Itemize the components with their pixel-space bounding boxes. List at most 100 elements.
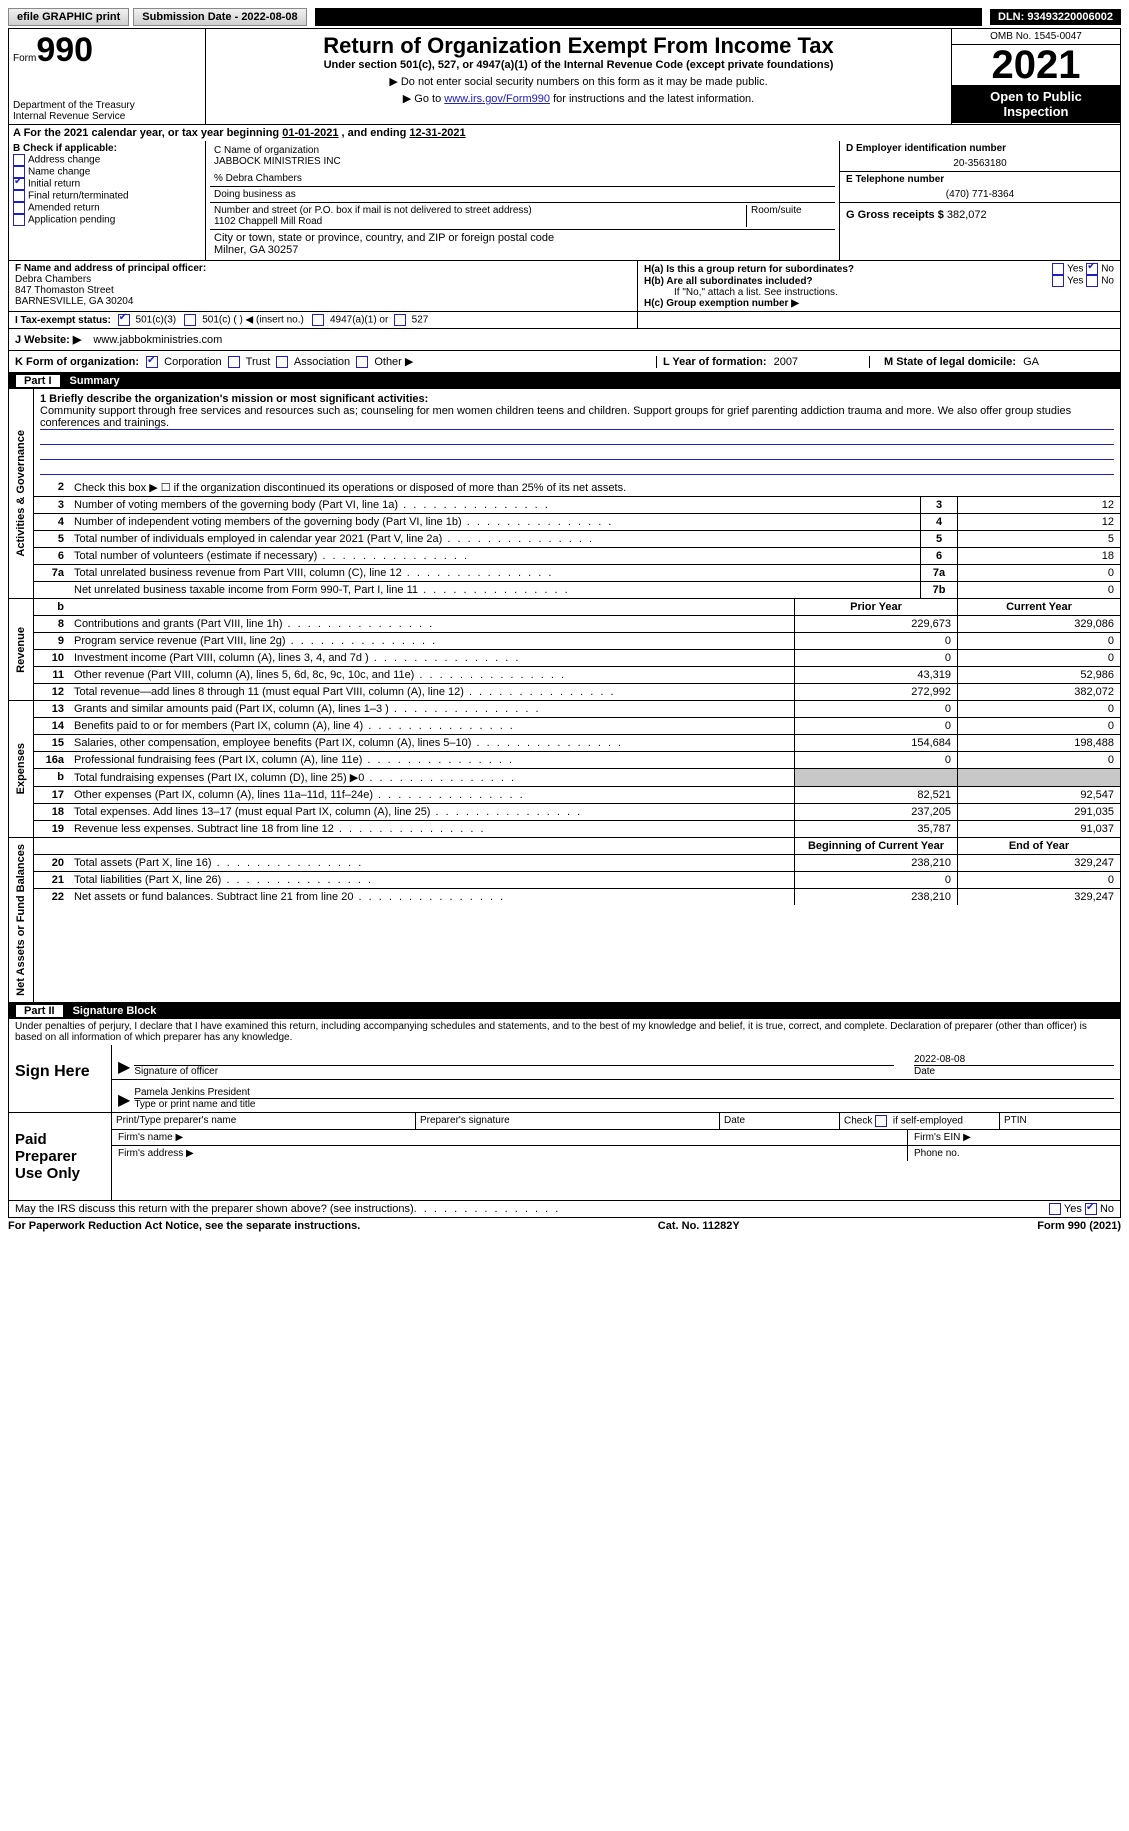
sign-here-block: Sign Here ▶ Signature of officer 2022-08… <box>8 1045 1121 1113</box>
sig-date-label: Date <box>914 1066 1114 1077</box>
mission-block: 1 Briefly describe the organization's mi… <box>34 389 1120 479</box>
ein-cell: D Employer identification number 20-3563… <box>840 141 1120 172</box>
row-5: 5 Total number of individuals employed i… <box>34 531 1120 548</box>
firm-phone-label: Phone no. <box>908 1146 1120 1161</box>
lbl-501c: 501(c) ( ) ◀ (insert no.) <box>202 315 304 326</box>
part2-header: Part II Signature Block <box>8 1003 1121 1019</box>
preparer-label: Paid Preparer Use Only <box>9 1113 111 1200</box>
street-val: 1102 Chappell Mill Road <box>214 216 742 227</box>
discuss-yes-lbl: Yes <box>1064 1203 1082 1215</box>
f-label: F Name and address of principal officer: <box>15 263 631 274</box>
preparer-grid: Print/Type preparer's name Preparer's si… <box>112 1113 1120 1130</box>
ha-no[interactable] <box>1086 263 1098 275</box>
hb-no[interactable] <box>1086 275 1098 287</box>
firm-addr-row: Firm's address ▶ Phone no. <box>112 1146 1120 1161</box>
discuss-no[interactable] <box>1085 1203 1097 1215</box>
street-row: Number and street (or P.O. box if mail i… <box>210 203 835 230</box>
net-header-row: Beginning of Current Year End of Year <box>34 838 1120 855</box>
org-name-cell: C Name of organization JABBOCK MINISTRIE… <box>210 143 835 187</box>
part2-title: Signature Block <box>73 1005 157 1017</box>
hb-note: If "No," attach a list. See instructions… <box>644 287 1114 298</box>
efile-button[interactable]: efile GRAPHIC print <box>8 8 129 26</box>
submission-date: Submission Date - 2022-08-08 <box>133 8 306 26</box>
gross-cell: G Gross receipts $ 382,072 <box>840 203 1120 227</box>
chk-selfemp[interactable] <box>875 1115 887 1127</box>
firm-addr-label: Firm's address ▶ <box>112 1146 908 1161</box>
chk-other[interactable] <box>356 356 368 368</box>
firm-name-label: Firm's name ▶ <box>112 1130 908 1145</box>
l-label: L Year of formation: <box>663 356 767 368</box>
part1-num: Part I <box>16 375 60 387</box>
chk-initial[interactable] <box>13 178 25 190</box>
chk-527[interactable] <box>394 314 406 326</box>
q2-row: 2 Check this box ▶ ☐ if the organization… <box>34 479 1120 497</box>
city-label: City or town, state or province, country… <box>214 232 831 244</box>
section-b: B Check if applicable: Address change Na… <box>9 141 206 260</box>
row-12: 12 Total revenue—add lines 8 through 11 … <box>34 684 1120 700</box>
chk-501c[interactable] <box>184 314 196 326</box>
dba-cell: Doing business as <box>210 187 835 203</box>
lbl-amended: Amended return <box>28 203 100 214</box>
chk-final[interactable] <box>13 190 25 202</box>
phone-val: (470) 771-8364 <box>846 189 1114 200</box>
lbl-corp: Corporation <box>164 356 221 368</box>
org-name: JABBOCK MINISTRIES INC <box>214 156 831 167</box>
revenue-block: Revenue b Prior Year Current Year 8 Cont… <box>8 599 1121 701</box>
vlabel-exp: Expenses <box>9 701 34 837</box>
lbl-address: Address change <box>28 155 100 166</box>
chk-corp[interactable] <box>146 356 158 368</box>
section-m: M State of legal domicile: GA <box>878 356 1114 368</box>
lbl-4947: 4947(a)(1) or <box>330 315 388 326</box>
g-label: G Gross receipts $ <box>846 209 944 221</box>
chk-4947[interactable] <box>312 314 324 326</box>
irs-link[interactable]: www.irs.gov/Form990 <box>444 93 550 105</box>
lbl-other: Other ▶ <box>374 356 413 368</box>
mission-line1 <box>40 430 1114 445</box>
lbl-527: 527 <box>412 315 429 326</box>
hb-yes[interactable] <box>1052 275 1064 287</box>
hb-label: H(b) Are all subordinates included? <box>644 276 813 287</box>
row-14: 14 Benefits paid to or for members (Part… <box>34 718 1120 735</box>
mission-text: Community support through free services … <box>40 405 1114 430</box>
mission-line3 <box>40 460 1114 475</box>
form-id-box: Form990 Department of the Treasury Inter… <box>9 29 206 124</box>
vlabel-net: Net Assets or Fund Balances <box>9 838 34 1002</box>
hc-continued <box>638 312 1120 328</box>
chk-assoc[interactable] <box>276 356 288 368</box>
prep-ptin-hdr: PTIN <box>1000 1113 1120 1130</box>
section-l: L Year of formation: 2007 <box>656 356 870 368</box>
e-label: E Telephone number <box>846 174 1114 185</box>
end-year-hdr: End of Year <box>957 838 1120 854</box>
firm-name-row: Firm's name ▶ Firm's EIN ▶ <box>112 1130 1120 1146</box>
row-11: 11 Other revenue (Part VIII, column (A),… <box>34 667 1120 684</box>
section-deg: D Employer identification number 20-3563… <box>839 141 1120 260</box>
chk-501c3[interactable] <box>118 314 130 326</box>
fh-row: F Name and address of principal officer:… <box>8 261 1121 312</box>
netassets-block: Net Assets or Fund Balances Beginning of… <box>8 838 1121 1003</box>
klm-row: K Form of organization: Corporation Trus… <box>8 351 1121 373</box>
chk-address[interactable] <box>13 154 25 166</box>
k-label: K Form of organization: <box>15 356 139 368</box>
officer-city: BARNESVILLE, GA 30204 <box>15 296 631 307</box>
m-label: M State of legal domicile: <box>884 356 1016 368</box>
period-begin: 01-01-2021 <box>282 127 338 139</box>
chk-trust[interactable] <box>228 356 240 368</box>
officer-name: Debra Chambers <box>15 274 631 285</box>
ha-yes[interactable] <box>1052 263 1064 275</box>
chk-app[interactable] <box>13 214 25 226</box>
discuss-yes[interactable] <box>1049 1203 1061 1215</box>
row-b: b Total fundraising expenses (Part IX, c… <box>34 769 1120 787</box>
dept-treasury: Department of the Treasury <box>13 100 201 111</box>
city-cell: City or town, state or province, country… <box>210 230 835 258</box>
vlabel-rev: Revenue <box>9 599 34 700</box>
discuss-text: May the IRS discuss this return with the… <box>15 1203 414 1215</box>
hb-no-lbl: No <box>1101 276 1114 287</box>
chk-amended[interactable] <box>13 202 25 214</box>
main-info-grid: B Check if applicable: Address change Na… <box>8 141 1121 261</box>
sign-here-label: Sign Here <box>9 1045 111 1112</box>
prep-selfemp: Check if self-employed <box>840 1113 1000 1130</box>
discuss-dots <box>414 1203 1049 1215</box>
goto-note: ▶ Go to www.irs.gov/Form990 for instruct… <box>212 92 945 105</box>
row-9: 9 Program service revenue (Part VIII, li… <box>34 633 1120 650</box>
discuss-row: May the IRS discuss this return with the… <box>8 1201 1121 1218</box>
